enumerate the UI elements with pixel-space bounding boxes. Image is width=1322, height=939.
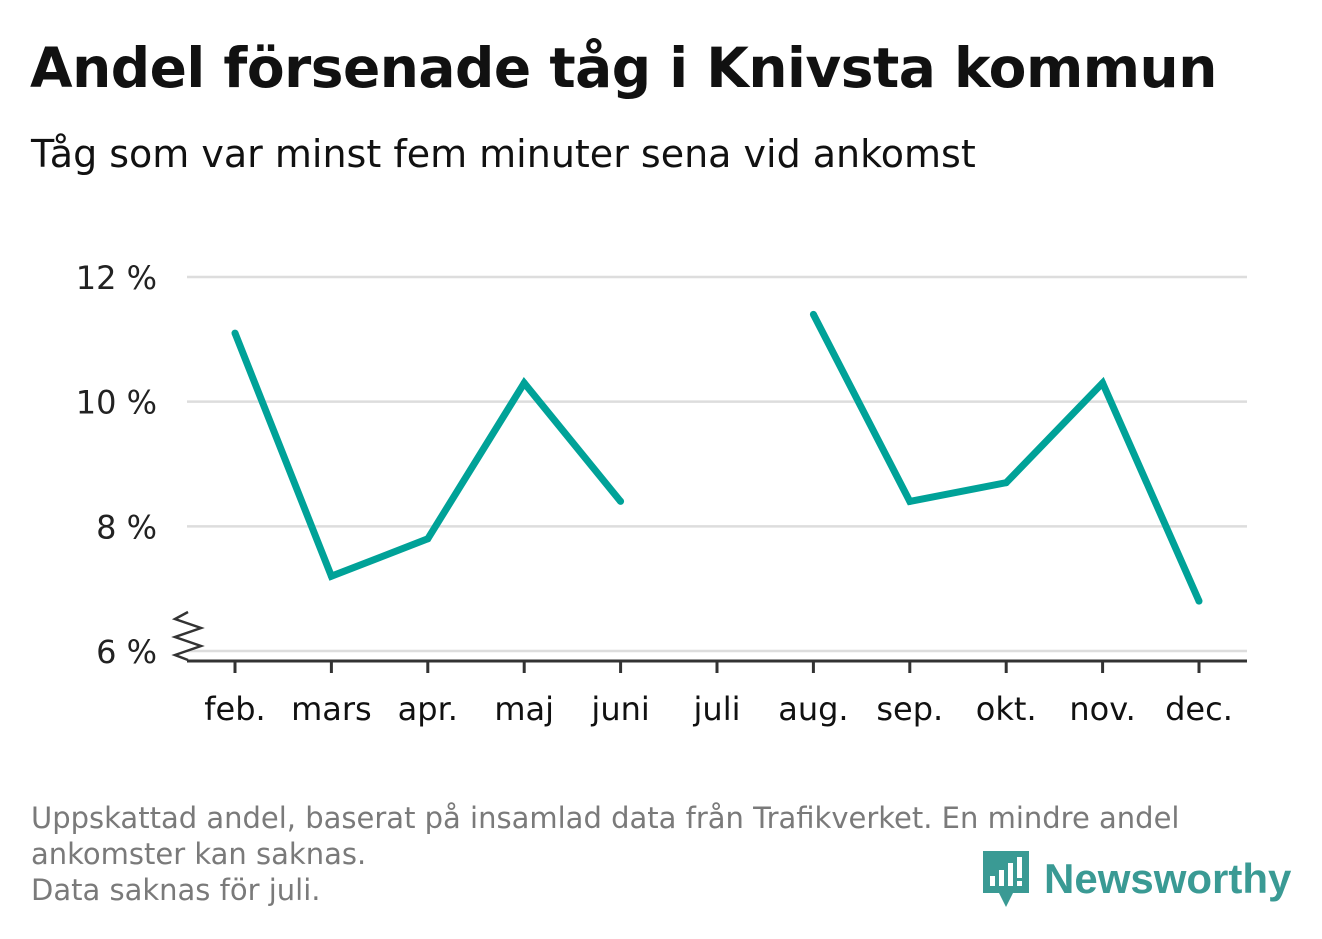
series-lines (231, 310, 1203, 605)
y-tick-label: 8 % (96, 508, 157, 546)
x-tick-label: apr. (398, 690, 458, 728)
grid-lines (187, 275, 1247, 653)
data-point (327, 572, 335, 580)
x-axis (171, 610, 1247, 663)
x-tick-label: maj (494, 690, 554, 728)
data-point (231, 329, 239, 337)
y-tick-label: 12 % (76, 259, 157, 297)
x-tick-label: sep. (876, 690, 943, 728)
data-point (906, 497, 914, 505)
data-point (520, 379, 528, 387)
footnote-line-2: ankomster kan saknas. (31, 837, 367, 871)
y-tick-label: 6 % (96, 633, 157, 671)
y-tick-label: 10 % (76, 384, 157, 422)
data-point (617, 497, 625, 505)
axis-break-mark (171, 610, 205, 662)
chart-subtitle: Tåg som var minst fem minuter sena vid a… (31, 132, 976, 176)
data-point (424, 535, 432, 543)
data-point (1195, 597, 1203, 605)
newsworthy-logo-icon (983, 851, 1029, 907)
data-point (1099, 379, 1107, 387)
x-axis-ticks: feb. mars apr. maj juni juli aug. sep. okt. nov. d… (204, 661, 1233, 728)
x-tick-label: feb. (204, 690, 265, 728)
footnote-line-1: Uppskattad andel, baserat på insamlad da… (31, 801, 1180, 835)
footnote: Uppskattad andel, baserat på insamlad da… (31, 800, 1281, 908)
footnote-line-3: Data saknas för juli. (31, 873, 321, 907)
x-tick-label: juli (693, 690, 741, 728)
x-tick-label: juni (590, 690, 649, 728)
data-point (809, 310, 817, 318)
brand-name: Newsworthy (1044, 855, 1292, 902)
y-axis-ticks: 6 % 8 % 10 % 12 % (76, 259, 157, 671)
brand-logo: Newsworthy (980, 848, 1291, 910)
series-line-segment (810, 312, 1203, 603)
chart-title: Andel försenade tåg i Knivsta kommun (30, 36, 1217, 100)
x-tick-label: okt. (976, 690, 1037, 728)
data-point (1002, 479, 1010, 487)
x-tick-label: dec. (1165, 690, 1233, 728)
x-tick-label: aug. (778, 690, 848, 728)
x-tick-label: nov. (1069, 690, 1135, 728)
x-tick-label: mars (291, 690, 372, 728)
